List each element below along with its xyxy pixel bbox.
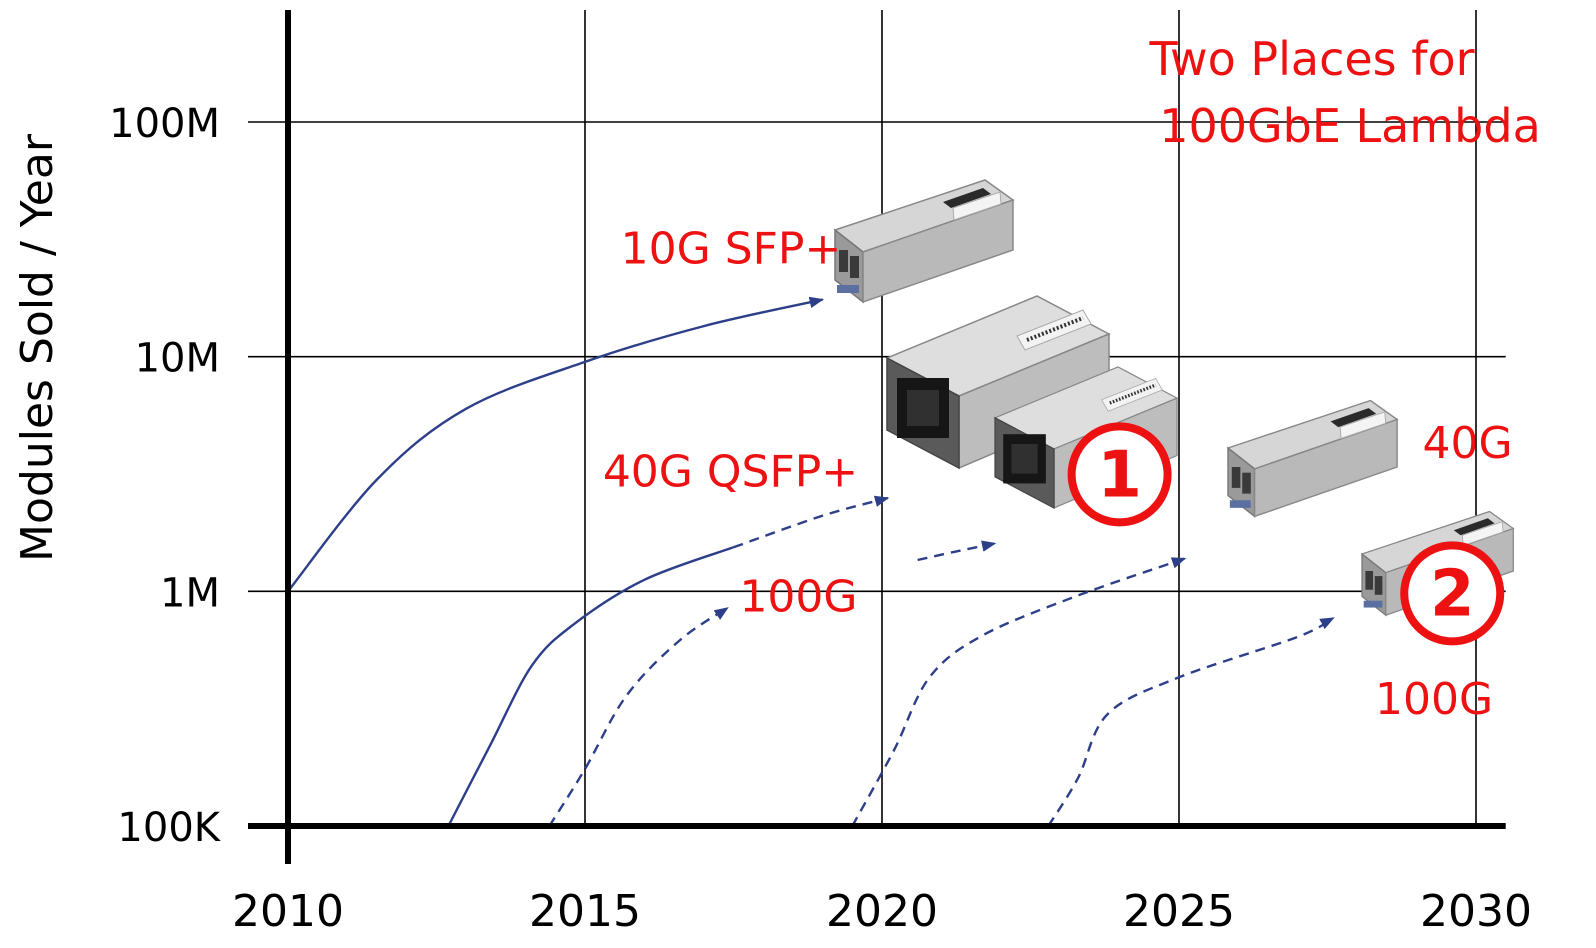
series-line	[447, 546, 734, 827]
series-line	[851, 557, 1187, 827]
y-tick-label: 100K	[117, 805, 221, 851]
series-line	[287, 296, 825, 593]
x-tick-label: 2010	[232, 886, 344, 937]
series-annotation: 10G SFP+	[621, 223, 842, 274]
axes	[248, 10, 1506, 864]
circled-marker	[1067, 422, 1172, 527]
chart-title-line-1: Two Places for	[1148, 32, 1474, 86]
series-annotation: 100G	[1375, 674, 1493, 725]
x-tick-label: 2015	[529, 886, 641, 937]
series-lines	[287, 296, 1335, 827]
module-photos	[833, 179, 1515, 617]
series-annotation: 100G	[739, 572, 857, 623]
y-tick-label: 10M	[135, 336, 220, 382]
circled-marker	[1400, 541, 1505, 646]
circled-marker-label: 2	[1430, 557, 1475, 631]
qsfp-module-photo	[885, 295, 1111, 470]
annotations: 10G SFP+ 40G QSFP+ 100G 40G 100G 1 2	[603, 223, 1513, 725]
sfp-module-photo	[833, 179, 1015, 304]
y-tick-label: 1M	[160, 570, 220, 616]
series-line	[548, 606, 729, 827]
sfp-module-photo	[1226, 399, 1399, 518]
series-line	[917, 540, 997, 562]
grid-lines	[248, 10, 1506, 826]
circled-marker-label: 1	[1097, 438, 1142, 512]
x-tick-label: 2025	[1123, 886, 1235, 937]
series-line	[1047, 616, 1335, 827]
series-annotation: 40G	[1423, 418, 1513, 469]
chart-title-line-2: 100GbE Lambda	[1159, 99, 1541, 153]
series-annotation: 40G QSFP+	[603, 446, 858, 497]
x-tick-label: 2020	[826, 886, 938, 937]
y-axis-label: Modules Sold / Year	[12, 133, 63, 562]
x-tick-label: 2030	[1420, 886, 1532, 937]
y-tick-label: 100M	[109, 101, 220, 147]
series-line	[733, 495, 890, 549]
tick-labels: 2010 2015 2020 2025 2030 100K 1M 10M 100M	[109, 101, 1532, 937]
